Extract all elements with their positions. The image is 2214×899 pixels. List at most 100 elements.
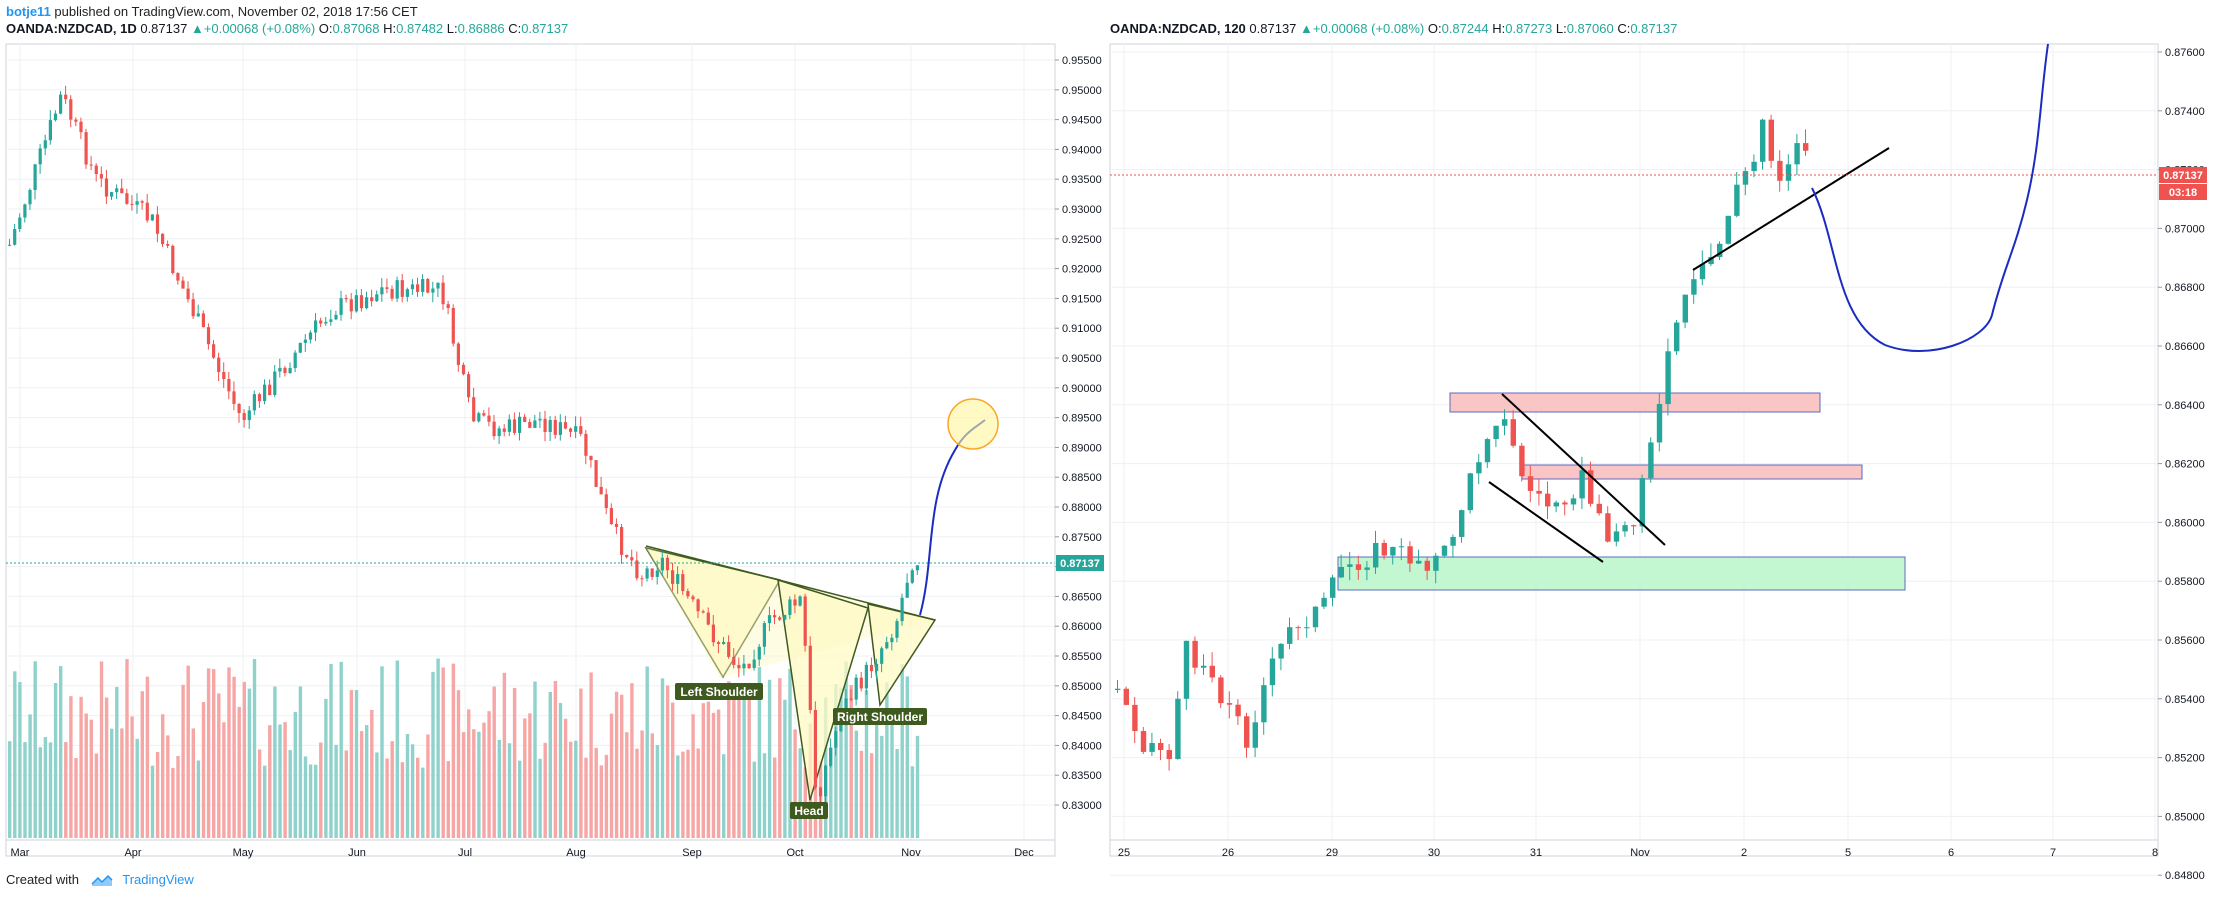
candle-body xyxy=(854,677,858,700)
ascending-trendline[interactable] xyxy=(1692,147,1890,271)
volume-bar xyxy=(645,666,649,838)
candle-body xyxy=(1536,490,1542,494)
volume-bar xyxy=(303,756,308,838)
volume-bar xyxy=(497,739,501,838)
volume-bar xyxy=(798,748,802,838)
volume-bar xyxy=(890,721,894,838)
volume-bar xyxy=(563,718,568,838)
candle-body xyxy=(441,282,445,305)
candle-body xyxy=(737,664,741,669)
left-open: 0.87068 xyxy=(332,21,380,36)
right-projection-curve[interactable] xyxy=(1811,43,2049,352)
right-time-axis[interactable]: 25 26 29 30 31 Nov 2 5 6 7 8 xyxy=(1118,847,2158,859)
footer: Created with TradingView xyxy=(6,872,194,888)
candle-body xyxy=(380,287,384,295)
price-label: 0.87000 xyxy=(2165,223,2205,235)
candle-body xyxy=(1441,545,1448,556)
candle-body xyxy=(18,217,22,230)
candle-body xyxy=(1579,470,1585,499)
candle-body xyxy=(1476,462,1482,474)
candle-body xyxy=(563,422,568,429)
candle-body xyxy=(247,410,251,421)
author-link[interactable]: botje11 xyxy=(6,4,51,19)
head-triangle[interactable] xyxy=(777,578,869,801)
candle-body xyxy=(1639,478,1645,527)
candle-body xyxy=(446,304,450,309)
target-circle[interactable] xyxy=(947,398,999,450)
candle-body xyxy=(686,591,690,597)
candle-body xyxy=(334,314,338,320)
descending-trendline-upper[interactable] xyxy=(1501,393,1666,546)
annotation-right-shoulder[interactable]: Right Shoulder xyxy=(833,708,927,725)
candle-body xyxy=(655,570,659,577)
candle-body xyxy=(293,352,297,369)
volume-bar xyxy=(28,714,32,838)
volume-bar xyxy=(232,676,236,838)
volume-bar xyxy=(885,682,889,838)
resistance-zone-lower[interactable] xyxy=(1521,464,1863,480)
candle-body xyxy=(130,203,134,205)
right-symbol[interactable]: OANDA:NZDCAD, 120 xyxy=(1110,21,1246,36)
left-high: 0.87482 xyxy=(396,21,444,36)
candle-body xyxy=(905,582,909,598)
candle-body xyxy=(1433,555,1439,571)
volume-bar xyxy=(737,688,741,838)
resistance-zone-upper[interactable] xyxy=(1449,392,1821,413)
candle-body xyxy=(1252,722,1258,748)
price-label: 0.86400 xyxy=(2165,400,2205,412)
volume-bar xyxy=(696,748,700,838)
candle-body xyxy=(1244,716,1250,748)
volume-bar xyxy=(74,758,78,838)
volume-bar xyxy=(385,758,389,838)
neckline[interactable] xyxy=(645,545,936,621)
volume-bar xyxy=(910,766,915,838)
candle-body xyxy=(757,646,761,660)
candle-body xyxy=(1201,665,1207,668)
candle-body xyxy=(589,455,593,461)
volume-bar xyxy=(518,760,522,838)
candle-body xyxy=(1794,143,1800,165)
volume-bar xyxy=(793,729,797,838)
candle-body xyxy=(1708,256,1714,265)
candle-body xyxy=(461,364,466,375)
candle-body xyxy=(161,233,165,245)
candle-body xyxy=(120,188,124,194)
left-symbol[interactable]: OANDA:NZDCAD, 1D xyxy=(6,21,137,36)
support-zone[interactable] xyxy=(1337,556,1906,591)
volume-bar xyxy=(864,690,869,838)
candle-body xyxy=(1570,498,1577,505)
candle-body xyxy=(110,192,114,197)
volume-bar xyxy=(365,725,369,838)
annotation-left-shoulder[interactable]: Left Shoulder xyxy=(675,683,763,700)
left-price-axis[interactable]: 0.95500 0.95000 0.94500 0.94000 0.93500 0.930… xyxy=(1055,55,1102,812)
volume-bar xyxy=(242,681,246,838)
tradingview-logo-icon[interactable] xyxy=(91,874,113,888)
volume-bar xyxy=(594,747,598,838)
volume-bar xyxy=(854,730,858,838)
candle-body xyxy=(1803,143,1809,151)
time-label: 7 xyxy=(2050,847,2056,859)
candle-body xyxy=(747,663,751,669)
candle-body xyxy=(288,368,292,374)
tradingview-link[interactable]: TradingView xyxy=(122,872,194,887)
volume-bar xyxy=(104,697,109,838)
time-label: 2 xyxy=(1741,847,1747,859)
left-shoulder-triangle[interactable] xyxy=(644,546,782,679)
left-time-axis[interactable]: Mar Apr May Jun Jul Aug Sep Oct Nov Dec xyxy=(11,847,1035,859)
annotation-head[interactable]: Head xyxy=(790,802,828,819)
candle-body xyxy=(1622,525,1628,532)
descending-trendline-lower[interactable] xyxy=(1488,481,1604,563)
candle-body xyxy=(762,623,766,647)
price-label: 0.95000 xyxy=(1062,85,1102,97)
volume-bar xyxy=(487,711,491,838)
created-with-text: Created with xyxy=(6,872,79,887)
candle-body xyxy=(528,421,532,428)
candle-body xyxy=(38,148,42,165)
candle-body xyxy=(278,367,282,372)
candle-body xyxy=(1226,703,1233,705)
volume-bar xyxy=(640,730,644,838)
left-last-price: 0.87137 xyxy=(140,21,188,36)
candle-body xyxy=(1424,560,1430,571)
right-chart-pane[interactable] xyxy=(1109,43,2159,857)
